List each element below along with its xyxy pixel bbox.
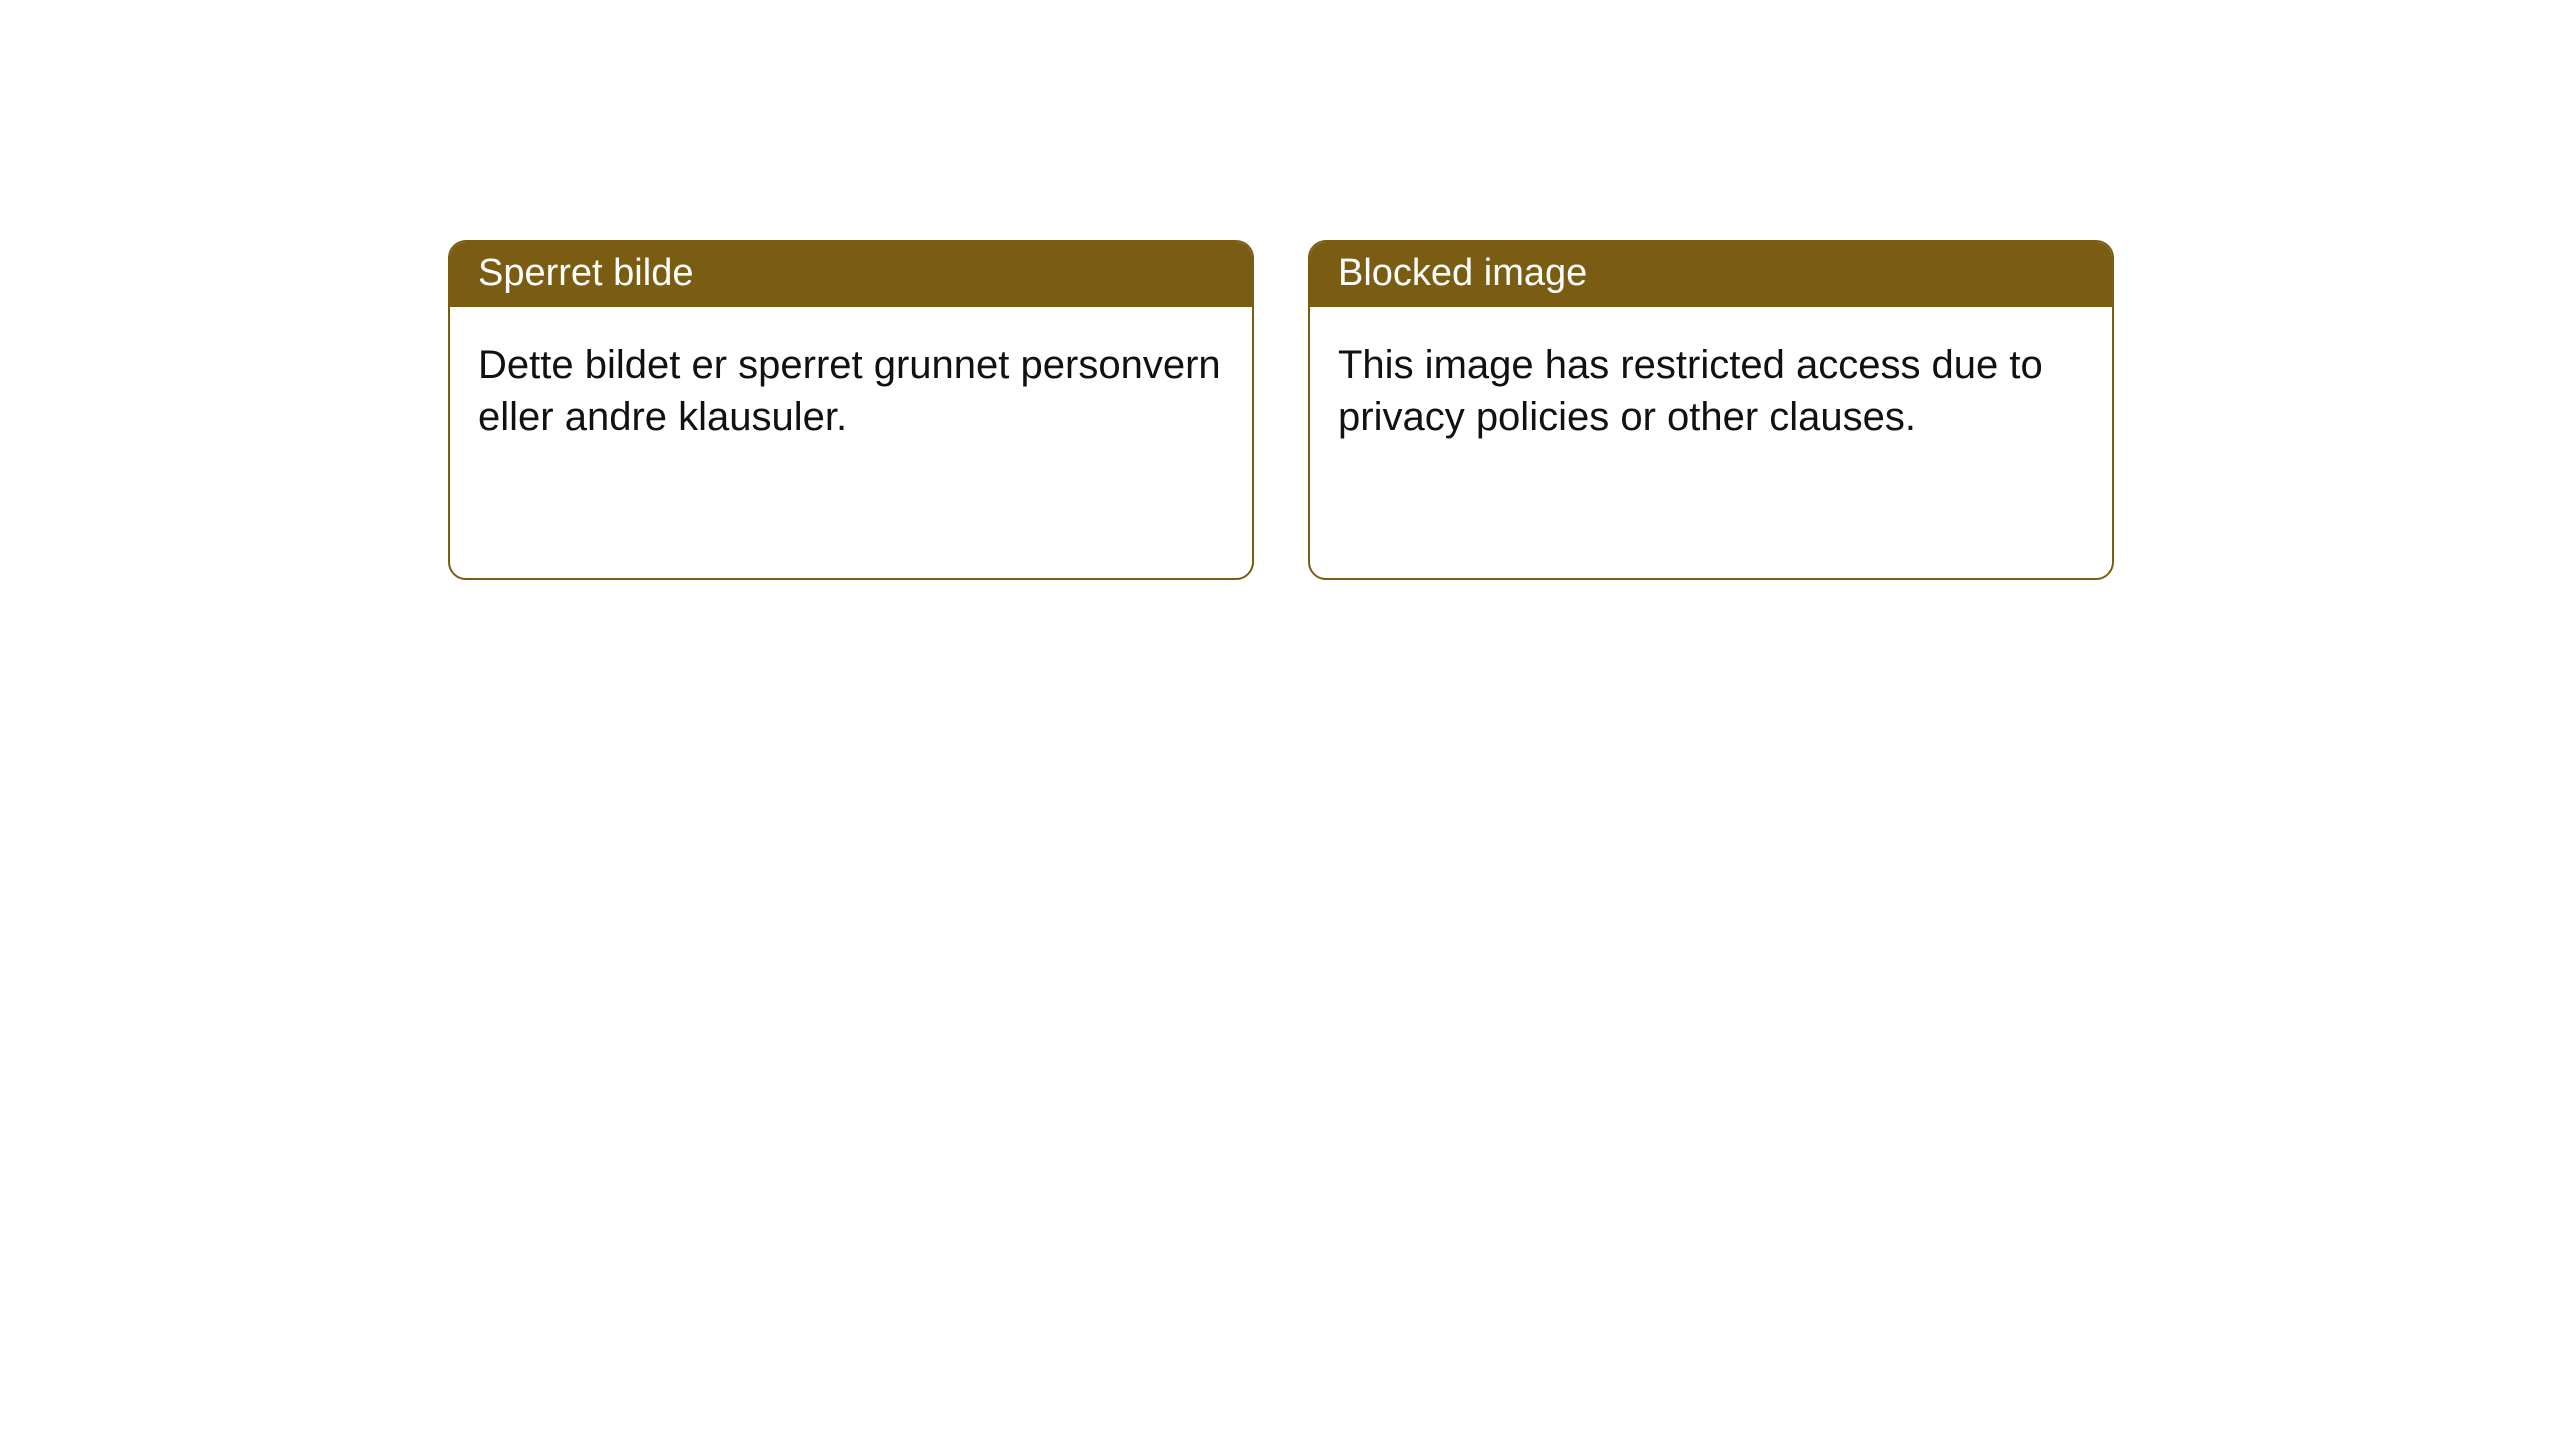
blocked-image-card-en: Blocked image This image has restricted … — [1308, 240, 2114, 580]
blocked-image-card-no: Sperret bilde Dette bildet er sperret gr… — [448, 240, 1254, 580]
card-header-en: Blocked image — [1310, 242, 2112, 307]
card-body-en: This image has restricted access due to … — [1310, 307, 2112, 475]
notice-cards-row: Sperret bilde Dette bildet er sperret gr… — [448, 240, 2114, 580]
card-body-no: Dette bildet er sperret grunnet personve… — [450, 307, 1252, 475]
card-header-no: Sperret bilde — [450, 242, 1252, 307]
